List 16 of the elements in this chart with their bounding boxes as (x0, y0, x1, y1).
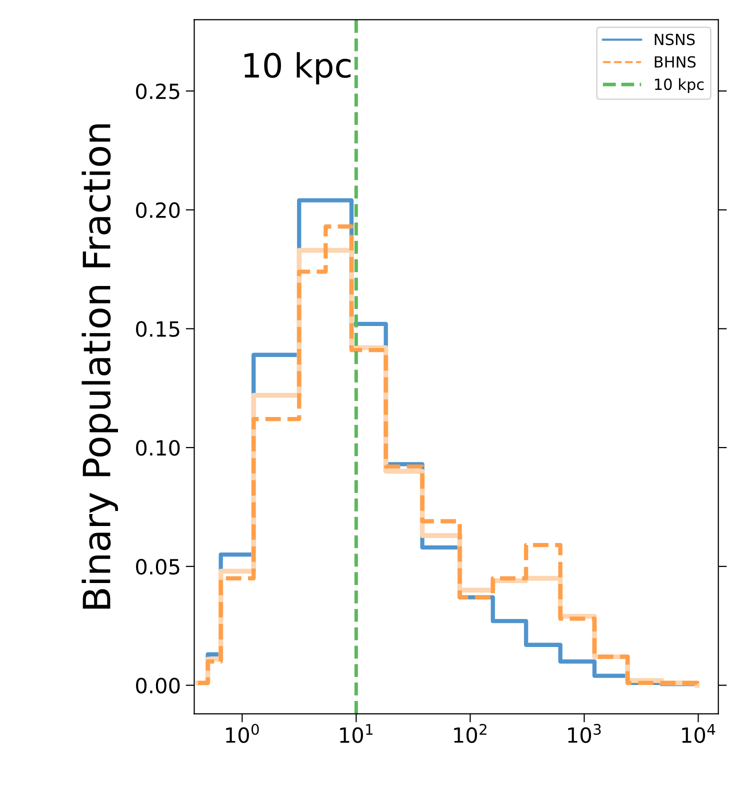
x-tick-label: 10$^{0}$ (226, 724, 259, 743)
ref-line-label: 10 kpc (244, 52, 351, 84)
text: 10 kpc (655, 78, 704, 94)
y-tick-label: 0.20 (136, 202, 180, 218)
y-axis-title: Binary Population Fraction (82, 124, 118, 609)
y-tick-label: 0.10 (136, 440, 180, 456)
y-tick-label: 0.15 (136, 321, 180, 337)
y-tick-label: 0.00 (136, 678, 180, 694)
y-tick-label: 0.25 (136, 83, 180, 100)
y-tick-label: 0.05 (136, 558, 180, 575)
x-tick-label: 10$^{1}$ (340, 724, 372, 743)
legend-label: NSNS (654, 34, 695, 46)
legend-label: BHNS (654, 56, 696, 68)
x-tick-label: 10$^{2}$ (454, 724, 486, 743)
x-tick-label: 10$^{3}$ (568, 724, 601, 743)
x-tick-label: 10$^{4}$ (682, 724, 716, 743)
